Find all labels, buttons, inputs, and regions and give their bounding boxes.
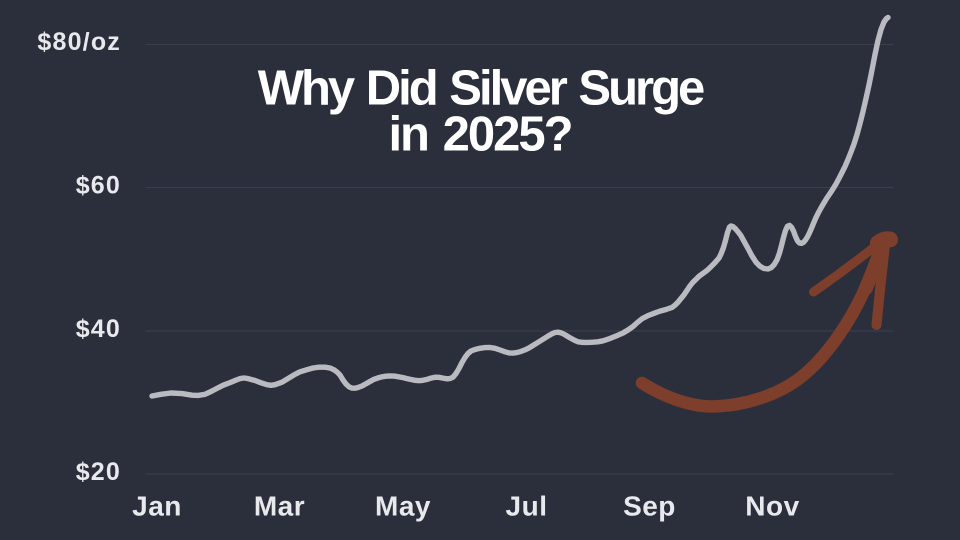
svg-text:$80/oz: $80/oz	[37, 28, 121, 56]
svg-text:Why Did Silver Surge: Why Did Silver Surge	[258, 62, 704, 116]
svg-text:Nov: Nov	[745, 491, 799, 522]
svg-text:$20: $20	[76, 458, 121, 486]
svg-text:Sep: Sep	[623, 491, 676, 522]
svg-text:Jul: Jul	[506, 491, 548, 522]
svg-text:Jan: Jan	[132, 491, 182, 522]
svg-text:$40: $40	[76, 315, 121, 343]
svg-text:May: May	[375, 491, 431, 522]
svg-text:Mar: Mar	[254, 491, 305, 522]
svg-text:in 2025?: in 2025?	[388, 108, 571, 162]
svg-text:$60: $60	[76, 172, 121, 200]
